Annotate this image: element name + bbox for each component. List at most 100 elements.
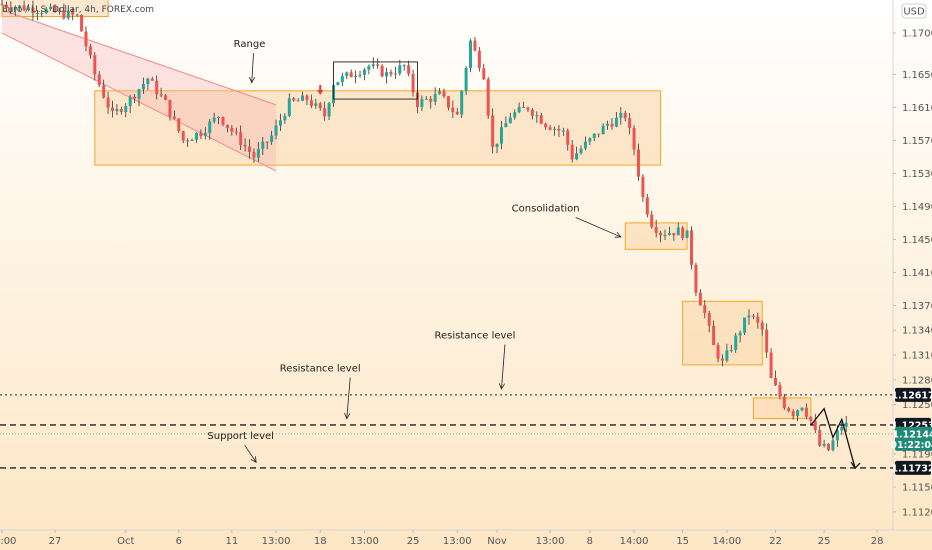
candle-body — [495, 143, 499, 147]
candle-body — [327, 103, 331, 117]
y-tick-label: 1.16100 — [902, 103, 932, 114]
candle — [774, 370, 777, 387]
candle-body — [124, 106, 128, 113]
candle-body — [442, 91, 446, 97]
candle-body — [380, 65, 384, 77]
candle — [601, 123, 605, 135]
candle-body — [663, 234, 667, 236]
candle-body — [278, 120, 282, 126]
candle-body — [738, 332, 742, 336]
candle — [597, 133, 601, 138]
candle — [698, 289, 702, 306]
candle-body — [274, 125, 278, 136]
candle-body — [146, 78, 150, 85]
candle — [172, 110, 176, 120]
candle-body — [371, 64, 375, 67]
candle — [548, 124, 552, 131]
candle-body — [774, 377, 777, 386]
candle — [645, 193, 649, 218]
candle-body — [261, 141, 265, 149]
candle — [495, 143, 499, 154]
candle — [141, 77, 145, 94]
candle — [522, 101, 526, 109]
candle-body — [4, 4, 8, 8]
candle-body — [208, 121, 212, 133]
level-tag-text: 1.11732 — [891, 463, 932, 474]
candle — [208, 118, 212, 140]
currency-button[interactable]: USD — [901, 3, 927, 19]
candle-body — [831, 440, 835, 451]
candle-body — [681, 227, 685, 238]
candle-body — [49, 6, 53, 10]
time-axis[interactable]: 13:00 27 Oct 6 11 13:00 18 13:00 25 13:00 Nov 13:00… — [0, 530, 884, 547]
candle — [623, 110, 627, 122]
candle-body — [579, 148, 583, 154]
candle-body — [751, 315, 755, 317]
candle — [619, 107, 623, 125]
annotation-arrow-1 — [575, 216, 621, 238]
candle-body — [800, 407, 804, 411]
candle — [212, 112, 216, 124]
candle-body — [517, 107, 521, 113]
candle — [610, 118, 614, 130]
candle-body — [18, 5, 22, 8]
y-tick-label: 1.14100 — [902, 268, 932, 279]
candle-body — [230, 127, 234, 132]
price-axis[interactable]: 1.17000 1.16500 1.16100 1.15700 1.15300 1.149… — [893, 29, 932, 519]
candle — [155, 75, 159, 100]
candle — [407, 60, 411, 77]
candle — [102, 79, 106, 99]
candle — [809, 416, 813, 426]
candle — [340, 72, 344, 87]
candle — [553, 126, 556, 136]
candle-body — [809, 416, 813, 421]
y-tick-label: 1.12500 — [902, 400, 932, 411]
candle — [380, 64, 384, 78]
candle — [685, 230, 689, 239]
candle-body — [698, 292, 702, 306]
candle — [9, 1, 13, 15]
candle-body — [402, 65, 406, 67]
candle-body — [199, 132, 203, 136]
candle-body — [676, 227, 680, 236]
candle-body — [35, 13, 39, 15]
candle — [305, 94, 309, 106]
annotation-arrow-4 — [244, 444, 257, 463]
candle — [460, 90, 464, 119]
candle — [318, 101, 322, 111]
candle — [146, 77, 150, 90]
candle — [813, 413, 817, 434]
x-tick-label: 28 — [871, 536, 884, 547]
candle-body — [566, 130, 570, 145]
candle-body — [840, 426, 844, 431]
candle-body — [464, 67, 468, 92]
candle — [570, 140, 574, 163]
candle — [243, 138, 247, 152]
highlight-box — [333, 61, 418, 100]
candle-body — [835, 430, 839, 441]
candle — [720, 354, 724, 367]
candle — [128, 94, 132, 114]
candle-body — [597, 133, 601, 135]
candle-body — [80, 14, 84, 32]
candle-body — [804, 407, 808, 417]
candle-body — [672, 233, 676, 236]
candle-body — [354, 75, 358, 78]
x-tick-label: 15 — [676, 536, 689, 547]
candle — [663, 229, 667, 241]
y-tick-label: 1.15300 — [902, 169, 932, 180]
candle-body — [234, 131, 238, 133]
candle-body — [9, 7, 13, 11]
candle-body — [292, 98, 296, 101]
candle-body — [239, 132, 243, 146]
candle-body — [827, 443, 831, 451]
candle — [694, 262, 698, 297]
candle — [97, 71, 101, 88]
candle-body — [336, 82, 340, 86]
candle — [411, 69, 415, 97]
candle-body — [526, 107, 530, 110]
candle — [796, 409, 800, 422]
